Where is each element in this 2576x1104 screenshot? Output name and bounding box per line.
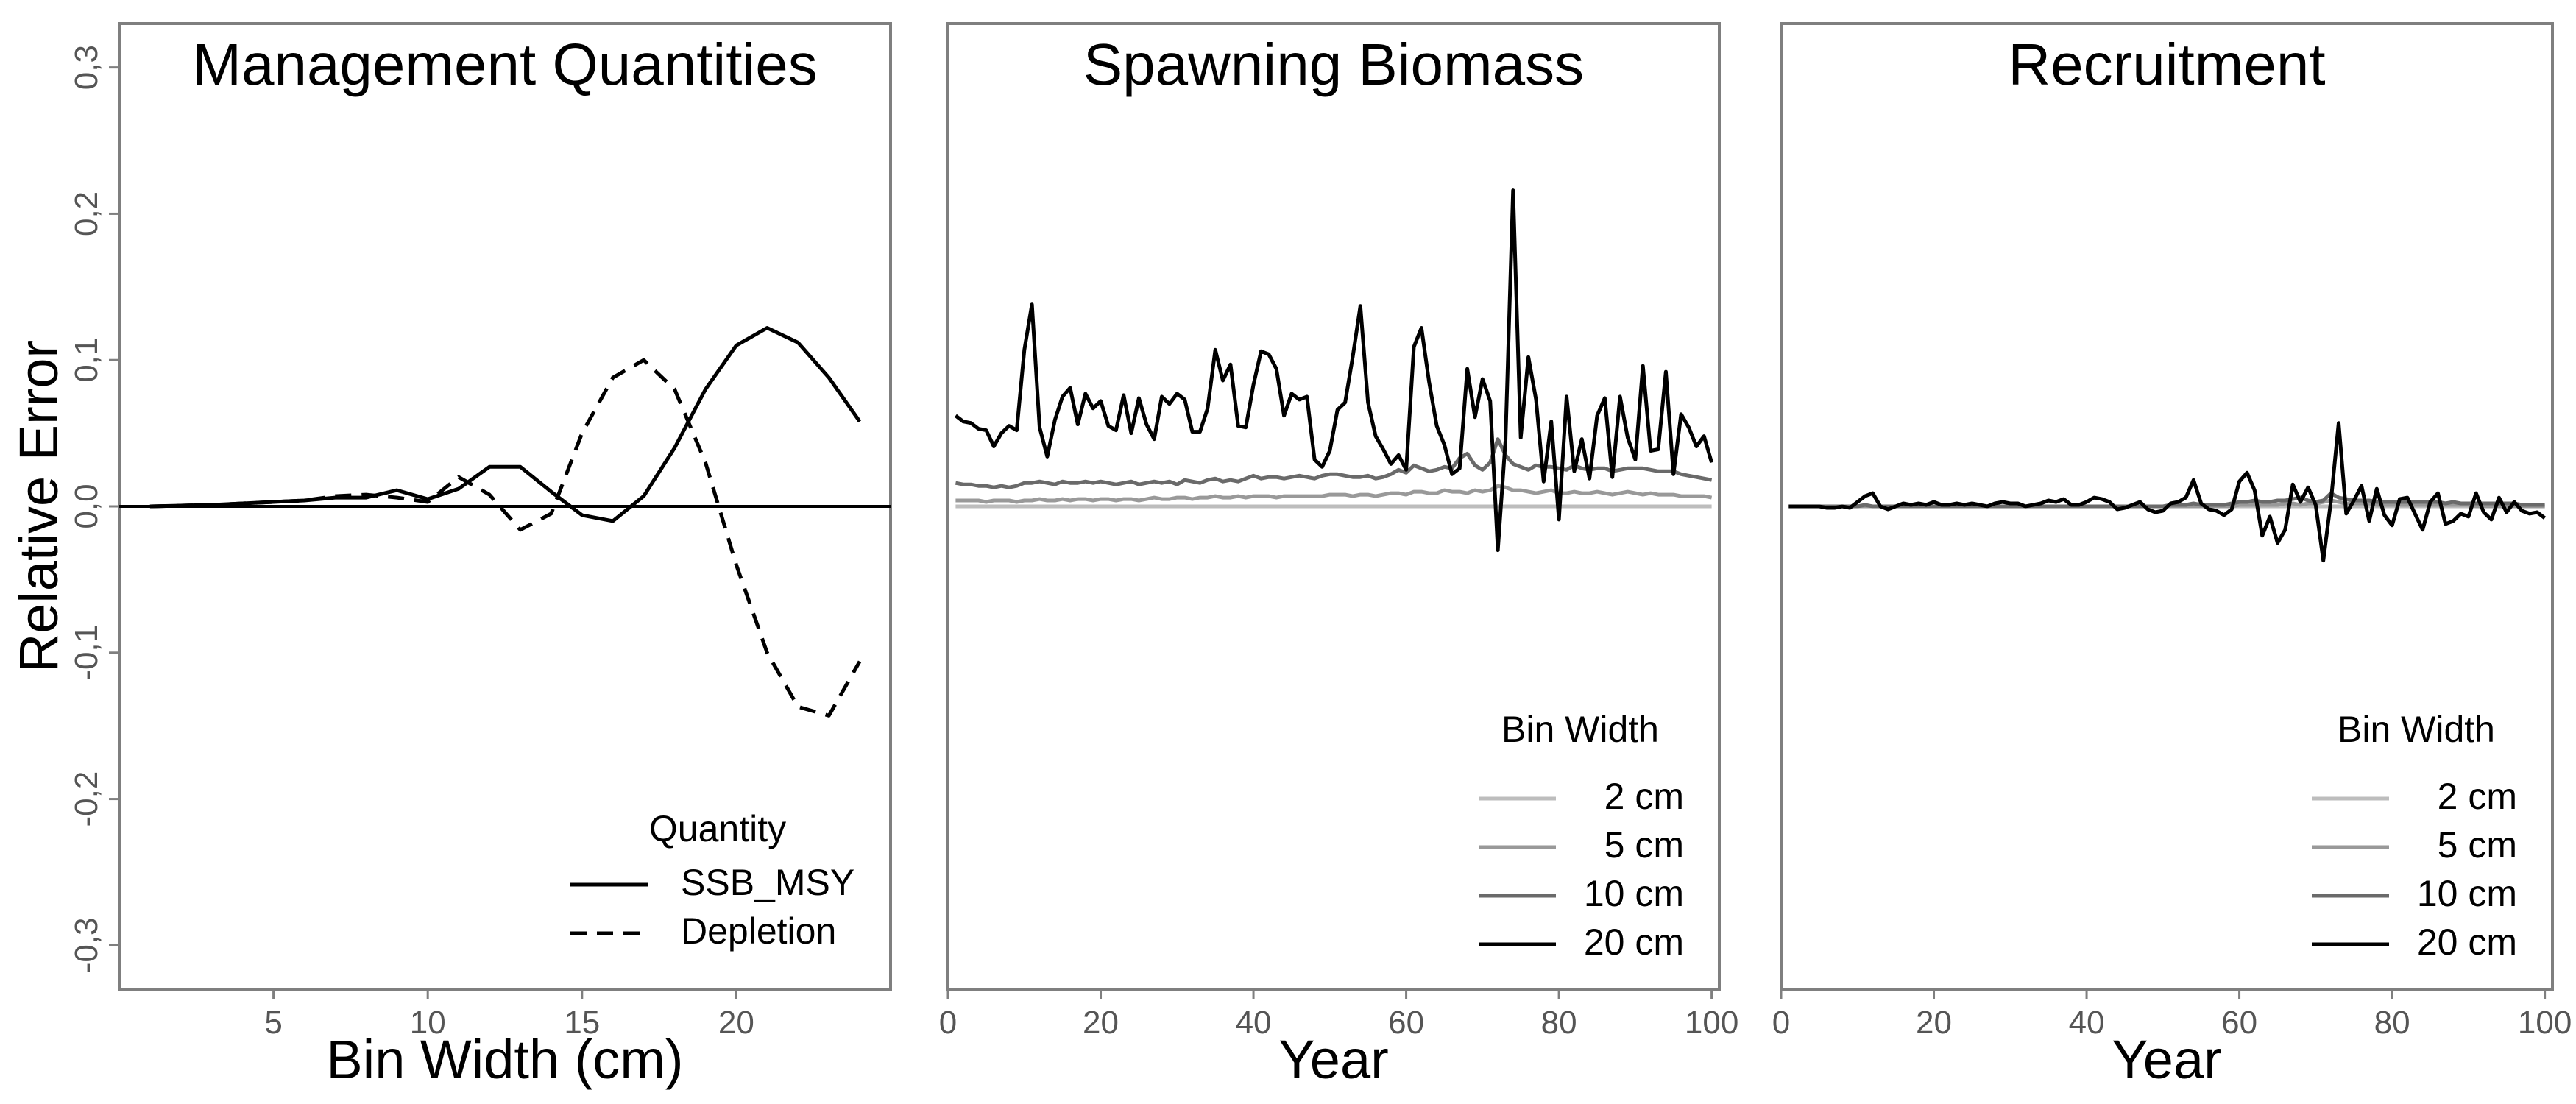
y-axis-ticks: -0,3 -0,2 -0,1 0,0 0,1 0,2 0,3 xyxy=(68,45,119,973)
legend-label: 5 cm xyxy=(2438,824,2517,866)
x-tick-label: 40 xyxy=(2069,1005,2105,1041)
x-tick-label: 100 xyxy=(1685,1005,1738,1041)
panel-management-quantities: -0,3 -0,2 -0,1 0,0 0,1 0,2 0,3 5 10 15 20 Managem… xyxy=(8,22,892,1090)
y-tick-label: 0,0 xyxy=(68,484,105,528)
x-axis-ticks: 0 20 40 60 80 100 xyxy=(1772,989,2572,1041)
legend-quantity: Quantity SSB_MSY Depletion xyxy=(570,808,854,952)
panel-title: Management Quantities xyxy=(192,32,817,97)
x-axis-label: Year xyxy=(2112,1029,2222,1090)
legend-bin-width: Bin Width 2 cm 5 cm 10 cm 20 cm xyxy=(1479,709,1684,963)
x-tick-label: 20 xyxy=(1083,1005,1119,1041)
x-axis-label: Year xyxy=(1278,1029,1389,1090)
legend-title: Quantity xyxy=(649,808,786,849)
y-tick-label: -0,2 xyxy=(68,771,105,827)
legend-label: 2 cm xyxy=(1604,776,1684,817)
plot-frame xyxy=(1780,22,2554,991)
x-tick-label: 5 xyxy=(264,1005,282,1041)
x-tick-label: 60 xyxy=(1388,1005,1424,1041)
legend-label: 10 cm xyxy=(2417,873,2517,914)
legend-label: 20 cm xyxy=(1584,921,1684,963)
series-line-20-cm xyxy=(954,188,1714,553)
series-lines xyxy=(954,188,1714,553)
legend-label: SSB_MSY xyxy=(681,862,854,903)
panel-recruitment: 0 20 40 60 80 100 Recruitment Year Bin Width 2… xyxy=(1772,22,2572,1090)
y-tick-label: -0,1 xyxy=(68,625,105,681)
y-tick-label: -0,3 xyxy=(68,917,105,973)
y-tick-label: 0,3 xyxy=(68,45,105,90)
panel-title: Spawning Biomass xyxy=(1083,32,1584,97)
legend-title: Bin Width xyxy=(1501,709,1659,750)
legend-label: 5 cm xyxy=(1604,824,1684,866)
y-tick-label: 0,2 xyxy=(68,191,105,236)
legend-title: Bin Width xyxy=(2338,709,2495,750)
x-tick-label: 0 xyxy=(1772,1005,1790,1041)
legend-bin-width: Bin Width 2 cm 5 cm 10 cm 20 cm xyxy=(2312,709,2517,963)
x-tick-label: 15 xyxy=(564,1005,600,1041)
x-tick-label: 20 xyxy=(1916,1005,1952,1041)
x-tick-label: 0 xyxy=(939,1005,957,1041)
legend-label: 2 cm xyxy=(2438,776,2517,817)
series-lines xyxy=(149,326,862,718)
legend-label: Depletion xyxy=(681,910,836,952)
legend-label: 20 cm xyxy=(2417,921,2517,963)
x-axis-ticks: 5 10 15 20 xyxy=(264,989,754,1041)
x-tick-label: 40 xyxy=(1236,1005,1272,1041)
plot-frame xyxy=(946,22,1721,991)
series-line-depletion xyxy=(149,358,862,718)
x-tick-label: 80 xyxy=(1541,1005,1577,1041)
series-line-5-cm xyxy=(955,484,1713,504)
series-lines xyxy=(1788,421,2547,563)
x-tick-label: 100 xyxy=(2518,1005,2572,1041)
panel-spawning-biomass: 0 20 40 60 80 100 Spawning Biomass Year Bin W… xyxy=(939,22,1738,1090)
x-tick-label: 10 xyxy=(410,1005,446,1041)
series-line-ssb-msy xyxy=(149,326,862,523)
y-tick-label: 0,1 xyxy=(68,338,105,383)
legend-label: 10 cm xyxy=(1584,873,1684,914)
x-tick-label: 80 xyxy=(2374,1005,2410,1041)
series-line-10-cm xyxy=(955,437,1713,489)
x-axis-ticks: 0 20 40 60 80 100 xyxy=(939,989,1738,1041)
x-tick-label: 60 xyxy=(2221,1005,2257,1041)
series-line-20-cm xyxy=(1788,421,2547,563)
x-axis-label: Bin Width (cm) xyxy=(326,1029,683,1090)
panel-title: Recruitment xyxy=(2008,32,2325,97)
y-axis-label: Relative Error xyxy=(8,340,69,673)
x-tick-label: 20 xyxy=(718,1005,754,1041)
